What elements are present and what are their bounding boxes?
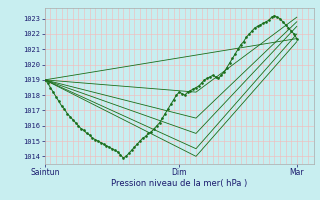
X-axis label: Pression niveau de la mer( hPa ): Pression niveau de la mer( hPa ) [111,179,247,188]
